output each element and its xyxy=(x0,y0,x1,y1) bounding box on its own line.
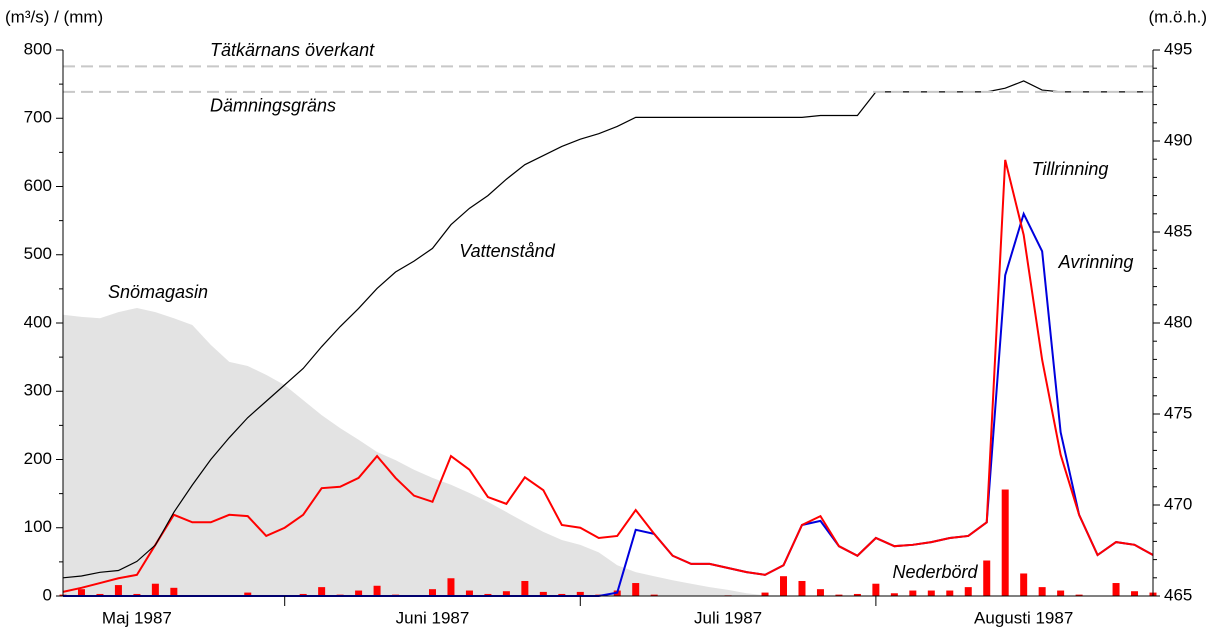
precip-bar xyxy=(872,583,880,596)
precip-bar xyxy=(927,590,935,596)
precip-bar xyxy=(1112,583,1120,596)
y-tick-label: 0 xyxy=(43,585,52,604)
precip-bar xyxy=(798,580,806,596)
y2-axis-label: (m.ö.h.) xyxy=(1148,7,1207,26)
series-label: Snömagasin xyxy=(108,282,208,302)
series-label: Avrinning xyxy=(1058,252,1134,272)
series-label: Nederbörd xyxy=(892,562,978,582)
precip-bar xyxy=(133,593,141,596)
y2-tick-label: 495 xyxy=(1164,39,1192,58)
precip-bar xyxy=(502,591,510,596)
precip-bar xyxy=(558,593,566,596)
y2-tick-label: 485 xyxy=(1164,221,1192,240)
y2-tick-label: 465 xyxy=(1164,585,1192,604)
precip-bar xyxy=(983,560,991,596)
precip-bar xyxy=(447,578,455,596)
y-tick-label: 100 xyxy=(24,517,52,536)
precip-bar xyxy=(890,593,898,596)
y-tick-label: 500 xyxy=(24,244,52,263)
precip-bar xyxy=(484,593,492,596)
precip-bar xyxy=(465,590,473,596)
precip-bar xyxy=(650,594,658,596)
precip-bar xyxy=(114,585,122,596)
precip-bar xyxy=(318,587,326,596)
y-tick-label: 700 xyxy=(24,108,52,127)
y-tick-label: 300 xyxy=(24,381,52,400)
precip-bar xyxy=(355,590,363,596)
y2-tick-label: 470 xyxy=(1164,494,1192,513)
precip-bar xyxy=(1057,590,1065,596)
precip-bar xyxy=(1001,489,1009,596)
snow-area xyxy=(63,307,1153,596)
y2-tick-label: 475 xyxy=(1164,403,1192,422)
y2-tick-label: 490 xyxy=(1164,130,1192,149)
y-tick-label: 200 xyxy=(24,449,52,468)
precip-bar xyxy=(151,583,159,596)
x-tick-label: Juli 1987 xyxy=(694,608,762,627)
precip-bar xyxy=(299,593,307,596)
y-tick-label: 400 xyxy=(24,312,52,331)
precip-bar xyxy=(1131,591,1139,596)
precip-bar xyxy=(373,585,381,596)
precip-bar xyxy=(96,593,104,596)
precip-bar xyxy=(1020,573,1028,596)
y-tick-label: 800 xyxy=(24,39,52,58)
precip-bar xyxy=(1038,587,1046,596)
precip-bar xyxy=(816,589,824,596)
series-label: Tillrinning xyxy=(1032,159,1109,179)
x-tick-label: Juni 1987 xyxy=(396,608,470,627)
series-label: Vattenstånd xyxy=(459,241,555,261)
precip-bar xyxy=(632,583,640,596)
precip-bar xyxy=(77,589,85,596)
precip-bar xyxy=(964,587,972,596)
precip-bar xyxy=(761,592,769,596)
precip-bar xyxy=(428,589,436,596)
y-tick-label: 600 xyxy=(24,176,52,195)
precip-bar xyxy=(946,590,954,596)
precip-bar xyxy=(539,591,547,596)
y-axis-label: (m³/s) / (mm) xyxy=(5,7,103,26)
y2-tick-label: 480 xyxy=(1164,312,1192,331)
precip-bar xyxy=(835,594,843,596)
precip-bar xyxy=(1075,594,1083,596)
precip-bar xyxy=(853,593,861,596)
x-tick-label: Maj 1987 xyxy=(102,608,172,627)
precip-bar xyxy=(244,592,252,596)
precip-bar xyxy=(909,590,917,596)
precip-bar xyxy=(576,591,584,596)
series-line xyxy=(62,159,1154,593)
precip-bar xyxy=(521,580,529,596)
precip-bar xyxy=(780,576,788,596)
reference-label: Dämningsgräns xyxy=(210,96,336,116)
precip-bar xyxy=(170,587,178,596)
x-tick-label: Augusti 1987 xyxy=(974,608,1073,627)
reference-label: Tätkärnans överkant xyxy=(210,40,375,60)
